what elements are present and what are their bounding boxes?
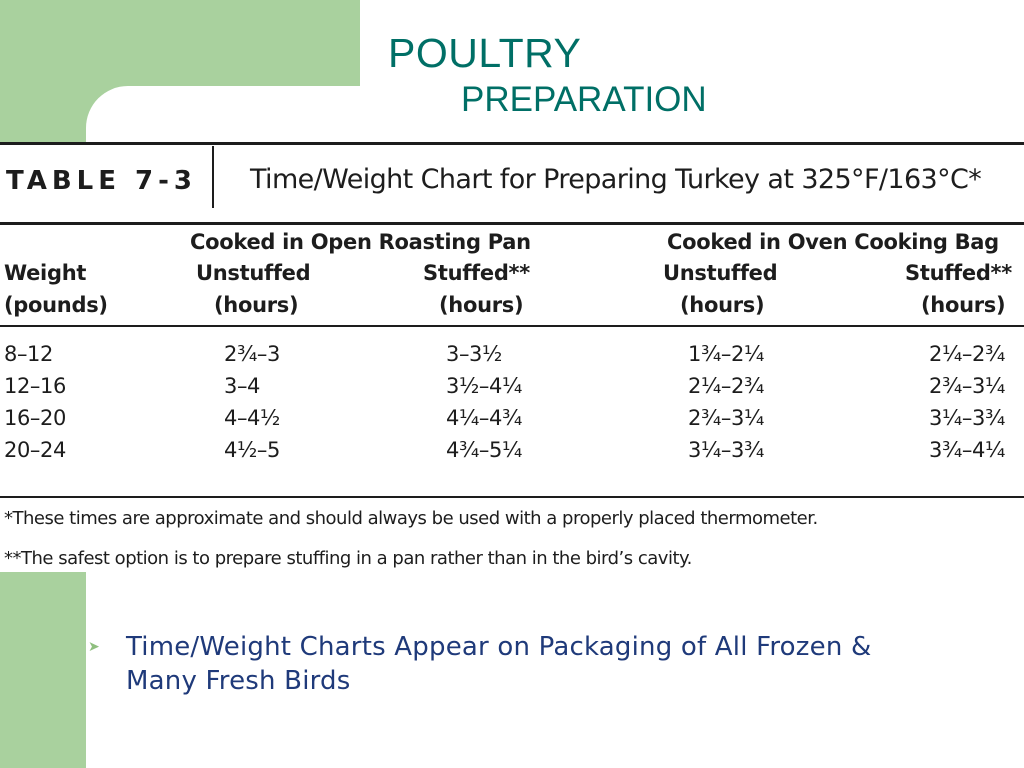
table-cell: 4¼–4¾ bbox=[446, 406, 522, 430]
table-cell: 4¾–5¼ bbox=[446, 438, 522, 462]
table-cell: 3¼–3¾ bbox=[929, 406, 1005, 430]
table-number: TABLE 7-3 bbox=[6, 166, 198, 196]
table-cell: 3½–4¼ bbox=[446, 374, 522, 398]
body-rule bbox=[0, 325, 1024, 327]
group-header-roasting-pan: Cooked in Open Roasting Pan bbox=[190, 230, 531, 254]
table-cell: 2¾–3¼ bbox=[929, 374, 1005, 398]
column-header-unit: (hours) bbox=[680, 293, 765, 317]
footnote: *These times are approximate and should … bbox=[4, 508, 818, 529]
table-top-rule bbox=[0, 142, 1024, 145]
column-header: Stuffed** bbox=[905, 261, 1012, 285]
arrow-bullet-icon: ➤ bbox=[88, 638, 100, 654]
table-cell: 2¾–3 bbox=[224, 342, 280, 366]
table-cell: 2¼–2¾ bbox=[929, 342, 1005, 366]
weight-header: Weight bbox=[4, 261, 87, 285]
column-header: Stuffed** bbox=[423, 261, 530, 285]
table-cell: 8–12 bbox=[4, 342, 53, 366]
group-header-cooking-bag: Cooked in Oven Cooking Bag bbox=[667, 230, 999, 254]
table-cell: 20–24 bbox=[4, 438, 66, 462]
weight-header-unit: (pounds) bbox=[4, 293, 108, 317]
table-cell: 16–20 bbox=[4, 406, 66, 430]
table-cell: 3¾–4¼ bbox=[929, 438, 1005, 462]
table-title: Time/Weight Chart for Preparing Turkey a… bbox=[250, 164, 982, 195]
table-cell: 3–4 bbox=[224, 374, 261, 398]
column-header: Unstuffed bbox=[663, 261, 778, 285]
table-cell: 4–4½ bbox=[224, 406, 280, 430]
column-header-unit: (hours) bbox=[214, 293, 299, 317]
slide-title: POULTRY bbox=[388, 30, 582, 76]
footnote: **The safest option is to prepare stuffi… bbox=[4, 548, 692, 569]
slide-subtitle: PREPARATION bbox=[461, 80, 707, 119]
table-cell: 12–16 bbox=[4, 374, 66, 398]
turkey-time-weight-table: TABLE 7-3 Time/Weight Chart for Preparin… bbox=[0, 142, 1024, 570]
green-side-decoration bbox=[0, 572, 86, 768]
table-cell: 1¾–2¼ bbox=[688, 342, 764, 366]
table-cell: 3¼–3¾ bbox=[688, 438, 764, 462]
table-cell: 2¾–3¼ bbox=[688, 406, 764, 430]
column-header-unit: (hours) bbox=[439, 293, 524, 317]
table-cell: 4½–5 bbox=[224, 438, 280, 462]
footnote-rule bbox=[0, 496, 1024, 498]
header-rule bbox=[0, 222, 1024, 225]
title-separator bbox=[212, 146, 214, 208]
column-header: Unstuffed bbox=[196, 261, 311, 285]
bullet-text: Time/Weight Charts Appear on Packaging o… bbox=[126, 632, 872, 696]
column-header-unit: (hours) bbox=[921, 293, 1006, 317]
table-cell: 3–3½ bbox=[446, 342, 502, 366]
table-cell: 2¼–2¾ bbox=[688, 374, 764, 398]
